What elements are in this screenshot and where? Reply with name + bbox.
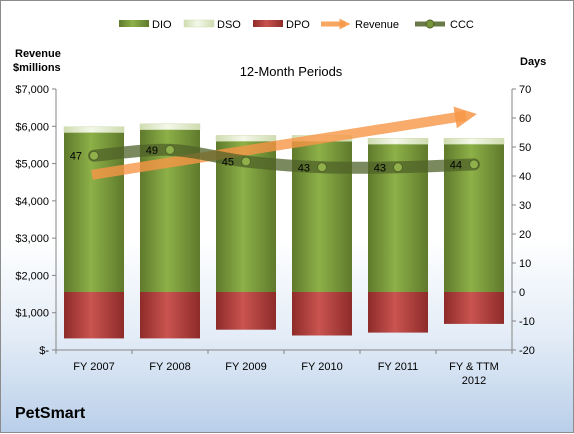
y-right-tick-label: -10 <box>519 316 535 328</box>
bar-dso <box>443 138 505 145</box>
y-left-tick-label: $6,000 <box>15 121 49 133</box>
legend-swatch-dpo <box>253 20 283 27</box>
bar-dpo <box>216 292 276 330</box>
ccc-data-label: 44 <box>450 159 462 171</box>
y-right-tick-label: 0 <box>519 287 525 299</box>
y-left-tick-label: $2,000 <box>15 270 49 282</box>
bar-dpo <box>64 292 124 339</box>
ccc-data-label: 45 <box>222 157 234 169</box>
bar-dso <box>215 135 277 142</box>
ccc-point <box>89 150 99 161</box>
revenue-trend-line <box>91 106 477 180</box>
ccc-data-label: 47 <box>70 151 82 163</box>
y-right-tick-label: 40 <box>519 171 531 183</box>
y-right-tick-label: 60 <box>519 113 531 125</box>
x-tick-label: FY 2008 <box>149 361 190 373</box>
bar-dso <box>63 126 125 133</box>
legend-label-dio: DIO <box>152 19 172 31</box>
x-tick-label: FY 2009 <box>225 361 266 373</box>
bar-dso <box>367 138 429 145</box>
y-right-tick-label: -20 <box>519 345 535 357</box>
company-name: PetSmart <box>15 405 86 422</box>
x-tick-label: FY 2010 <box>301 361 342 373</box>
y-left-tick-label: $- <box>39 345 49 357</box>
ccc-point <box>165 144 175 155</box>
axes <box>52 88 516 354</box>
y-left-label-line-1: Revenue <box>15 48 61 60</box>
y-left-tick-label: $1,000 <box>15 308 49 320</box>
x-tick-label: FY & TTM 2012 <box>449 361 499 387</box>
y-right-label: Days <box>520 56 546 68</box>
x-tick-label: FY 2007 <box>73 361 114 373</box>
legend-label-dpo: DPO <box>286 19 310 31</box>
bars <box>63 123 505 339</box>
legend-swatch-dio <box>119 20 149 27</box>
x-tick-label: FY 2011 <box>378 361 419 373</box>
ccc-point <box>241 156 251 167</box>
legend-swatch-dso <box>183 19 215 28</box>
ccc-line <box>88 143 480 174</box>
legend-swatch-ccc-marker <box>425 19 435 29</box>
y-right-tick-label: 20 <box>519 229 531 241</box>
bar-dpo <box>140 292 200 339</box>
y-left-label-line-2: $millions <box>13 62 61 74</box>
y-left-tick-label: $3,000 <box>15 233 49 245</box>
y-right-tick-label: 10 <box>519 258 531 270</box>
ccc-point <box>317 162 327 173</box>
y-right-tick-label: 70 <box>519 84 531 96</box>
legend: DIO DSO DPO Revenue CCC <box>119 18 474 31</box>
ccc-data-label: 43 <box>374 162 386 174</box>
ccc-point <box>469 159 479 170</box>
legend-label-dso: DSO <box>217 19 241 31</box>
y-right-tick-label: 30 <box>519 200 531 212</box>
ccc-point <box>393 162 403 173</box>
legend-label-revenue: Revenue <box>355 19 399 31</box>
y-left-tick-label: $4,000 <box>15 196 49 208</box>
bar-dso <box>139 123 201 130</box>
ccc-data-label: 49 <box>146 145 158 157</box>
ccc-data-label: 43 <box>298 162 310 174</box>
y-left-tick-label: $5,000 <box>15 159 49 171</box>
bar-dpo <box>292 292 352 336</box>
chart-title: 12-Month Periods <box>240 64 343 79</box>
overlays: 47 49 45 43 43 44 <box>70 106 480 180</box>
tick-labels: $- $1,000 $2,000 $3,000 $4,000 $5,000 $6,000 $7… <box>15 84 535 387</box>
y-right-tick-label: 50 <box>519 142 531 154</box>
y-left-tick-label: $7,000 <box>15 84 49 96</box>
legend-label-ccc: CCC <box>450 19 474 31</box>
bar-dpo <box>368 292 428 333</box>
bar-dpo <box>444 292 504 324</box>
